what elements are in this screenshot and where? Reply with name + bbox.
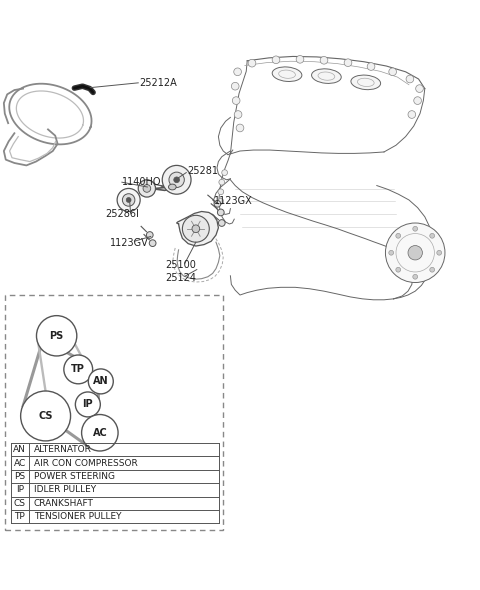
Text: 25100: 25100 bbox=[166, 260, 196, 270]
Text: TP: TP bbox=[72, 365, 85, 375]
Ellipse shape bbox=[351, 75, 381, 90]
Text: AC: AC bbox=[93, 428, 107, 438]
Ellipse shape bbox=[312, 69, 341, 83]
Circle shape bbox=[396, 234, 401, 238]
Circle shape bbox=[234, 68, 241, 76]
Circle shape bbox=[232, 97, 240, 104]
Circle shape bbox=[406, 75, 414, 83]
Ellipse shape bbox=[168, 184, 176, 190]
Text: 25281: 25281 bbox=[187, 166, 218, 176]
Circle shape bbox=[296, 55, 304, 63]
Circle shape bbox=[430, 267, 434, 272]
Circle shape bbox=[21, 391, 71, 441]
Circle shape bbox=[414, 97, 421, 104]
Circle shape bbox=[143, 185, 151, 192]
Circle shape bbox=[126, 198, 131, 202]
Circle shape bbox=[174, 177, 180, 183]
Text: AN: AN bbox=[93, 376, 108, 386]
Text: 25212A: 25212A bbox=[139, 78, 177, 88]
Text: PS: PS bbox=[14, 472, 25, 481]
Text: CS: CS bbox=[13, 499, 25, 508]
Circle shape bbox=[117, 188, 140, 211]
Circle shape bbox=[217, 209, 224, 216]
Circle shape bbox=[82, 415, 118, 451]
Circle shape bbox=[320, 57, 328, 64]
Circle shape bbox=[413, 274, 418, 279]
Text: IP: IP bbox=[16, 486, 24, 494]
Text: ALTERNATOR: ALTERNATOR bbox=[34, 445, 92, 454]
Text: 1140HO: 1140HO bbox=[122, 177, 162, 187]
Text: 25124: 25124 bbox=[166, 273, 197, 283]
Circle shape bbox=[408, 245, 422, 260]
Text: CRANKSHAFT: CRANKSHAFT bbox=[34, 499, 94, 508]
Text: POWER STEERING: POWER STEERING bbox=[34, 472, 115, 481]
Text: 1123GV: 1123GV bbox=[110, 238, 149, 248]
Circle shape bbox=[367, 63, 375, 70]
Text: AIR CON COMPRESSOR: AIR CON COMPRESSOR bbox=[34, 458, 137, 467]
Circle shape bbox=[214, 201, 221, 207]
Circle shape bbox=[408, 111, 416, 119]
Circle shape bbox=[218, 219, 225, 227]
Circle shape bbox=[413, 227, 418, 231]
Circle shape bbox=[248, 60, 256, 67]
Circle shape bbox=[75, 392, 100, 417]
Circle shape bbox=[344, 59, 352, 67]
Text: 25286I: 25286I bbox=[106, 209, 140, 219]
Circle shape bbox=[218, 198, 224, 204]
Circle shape bbox=[138, 180, 156, 197]
Text: AN: AN bbox=[13, 445, 26, 454]
Text: AC: AC bbox=[13, 458, 26, 467]
Text: TP: TP bbox=[14, 512, 25, 521]
Circle shape bbox=[222, 170, 228, 175]
Circle shape bbox=[430, 234, 434, 238]
Circle shape bbox=[236, 124, 244, 132]
Text: 1123GX: 1123GX bbox=[214, 196, 252, 206]
Circle shape bbox=[231, 83, 239, 90]
Circle shape bbox=[149, 240, 156, 247]
Circle shape bbox=[396, 267, 401, 272]
Circle shape bbox=[162, 165, 191, 194]
Text: TENSIONER PULLEY: TENSIONER PULLEY bbox=[34, 512, 121, 521]
Circle shape bbox=[192, 225, 200, 232]
Circle shape bbox=[218, 189, 224, 195]
Circle shape bbox=[385, 223, 445, 283]
Circle shape bbox=[389, 68, 396, 76]
Circle shape bbox=[182, 215, 209, 242]
Circle shape bbox=[234, 111, 242, 119]
Circle shape bbox=[64, 355, 93, 384]
Circle shape bbox=[416, 85, 423, 93]
Circle shape bbox=[36, 316, 77, 356]
Circle shape bbox=[389, 250, 394, 255]
Text: IDLER PULLEY: IDLER PULLEY bbox=[34, 486, 96, 494]
Circle shape bbox=[122, 194, 135, 206]
Circle shape bbox=[437, 250, 442, 255]
Circle shape bbox=[88, 369, 113, 394]
Polygon shape bbox=[177, 211, 218, 246]
Text: PS: PS bbox=[49, 331, 64, 341]
Ellipse shape bbox=[272, 67, 302, 81]
Circle shape bbox=[272, 56, 280, 64]
Bar bbox=[5, 295, 223, 530]
Text: IP: IP bbox=[83, 399, 93, 409]
Text: CS: CS bbox=[38, 411, 53, 421]
Circle shape bbox=[146, 232, 153, 238]
Circle shape bbox=[169, 172, 184, 188]
Circle shape bbox=[219, 179, 225, 185]
